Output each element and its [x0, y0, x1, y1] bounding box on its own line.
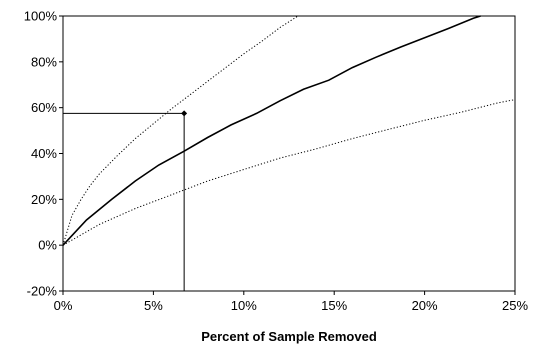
y-tick-label: 0% — [38, 238, 57, 253]
y-tick-label: 40% — [31, 146, 57, 161]
series-line-2 — [62, 15, 299, 246]
x-tick-label: 15% — [321, 298, 347, 313]
x-axis-label: Percent of Sample Removed — [201, 329, 377, 344]
x-tick-label: 0% — [54, 298, 73, 313]
y-tick-label: -20% — [27, 284, 58, 299]
plot-frame — [62, 15, 516, 292]
annotation-layer — [63, 110, 188, 291]
x-axis: 0% 5% 10% 15% 20% 25% — [54, 291, 528, 313]
x-tick-label: 20% — [412, 298, 438, 313]
x-tick-label: 25% — [502, 298, 528, 313]
x-tick-label: 10% — [231, 298, 257, 313]
y-axis: -20% 0% 20% 40% 60% 80% 100% — [24, 9, 63, 299]
series-layer — [62, 15, 516, 246]
y-tick-label: 100% — [24, 9, 58, 24]
series-line-3 — [62, 99, 516, 246]
x-tick-label: 5% — [144, 298, 163, 313]
plot-area — [62, 15, 516, 292]
y-tick-label: 80% — [31, 54, 57, 69]
annotation-diamond-marker — [181, 110, 188, 117]
y-tick-label: 20% — [31, 192, 57, 207]
y-tick-label: 60% — [31, 100, 57, 115]
series-line-1 — [62, 15, 481, 246]
